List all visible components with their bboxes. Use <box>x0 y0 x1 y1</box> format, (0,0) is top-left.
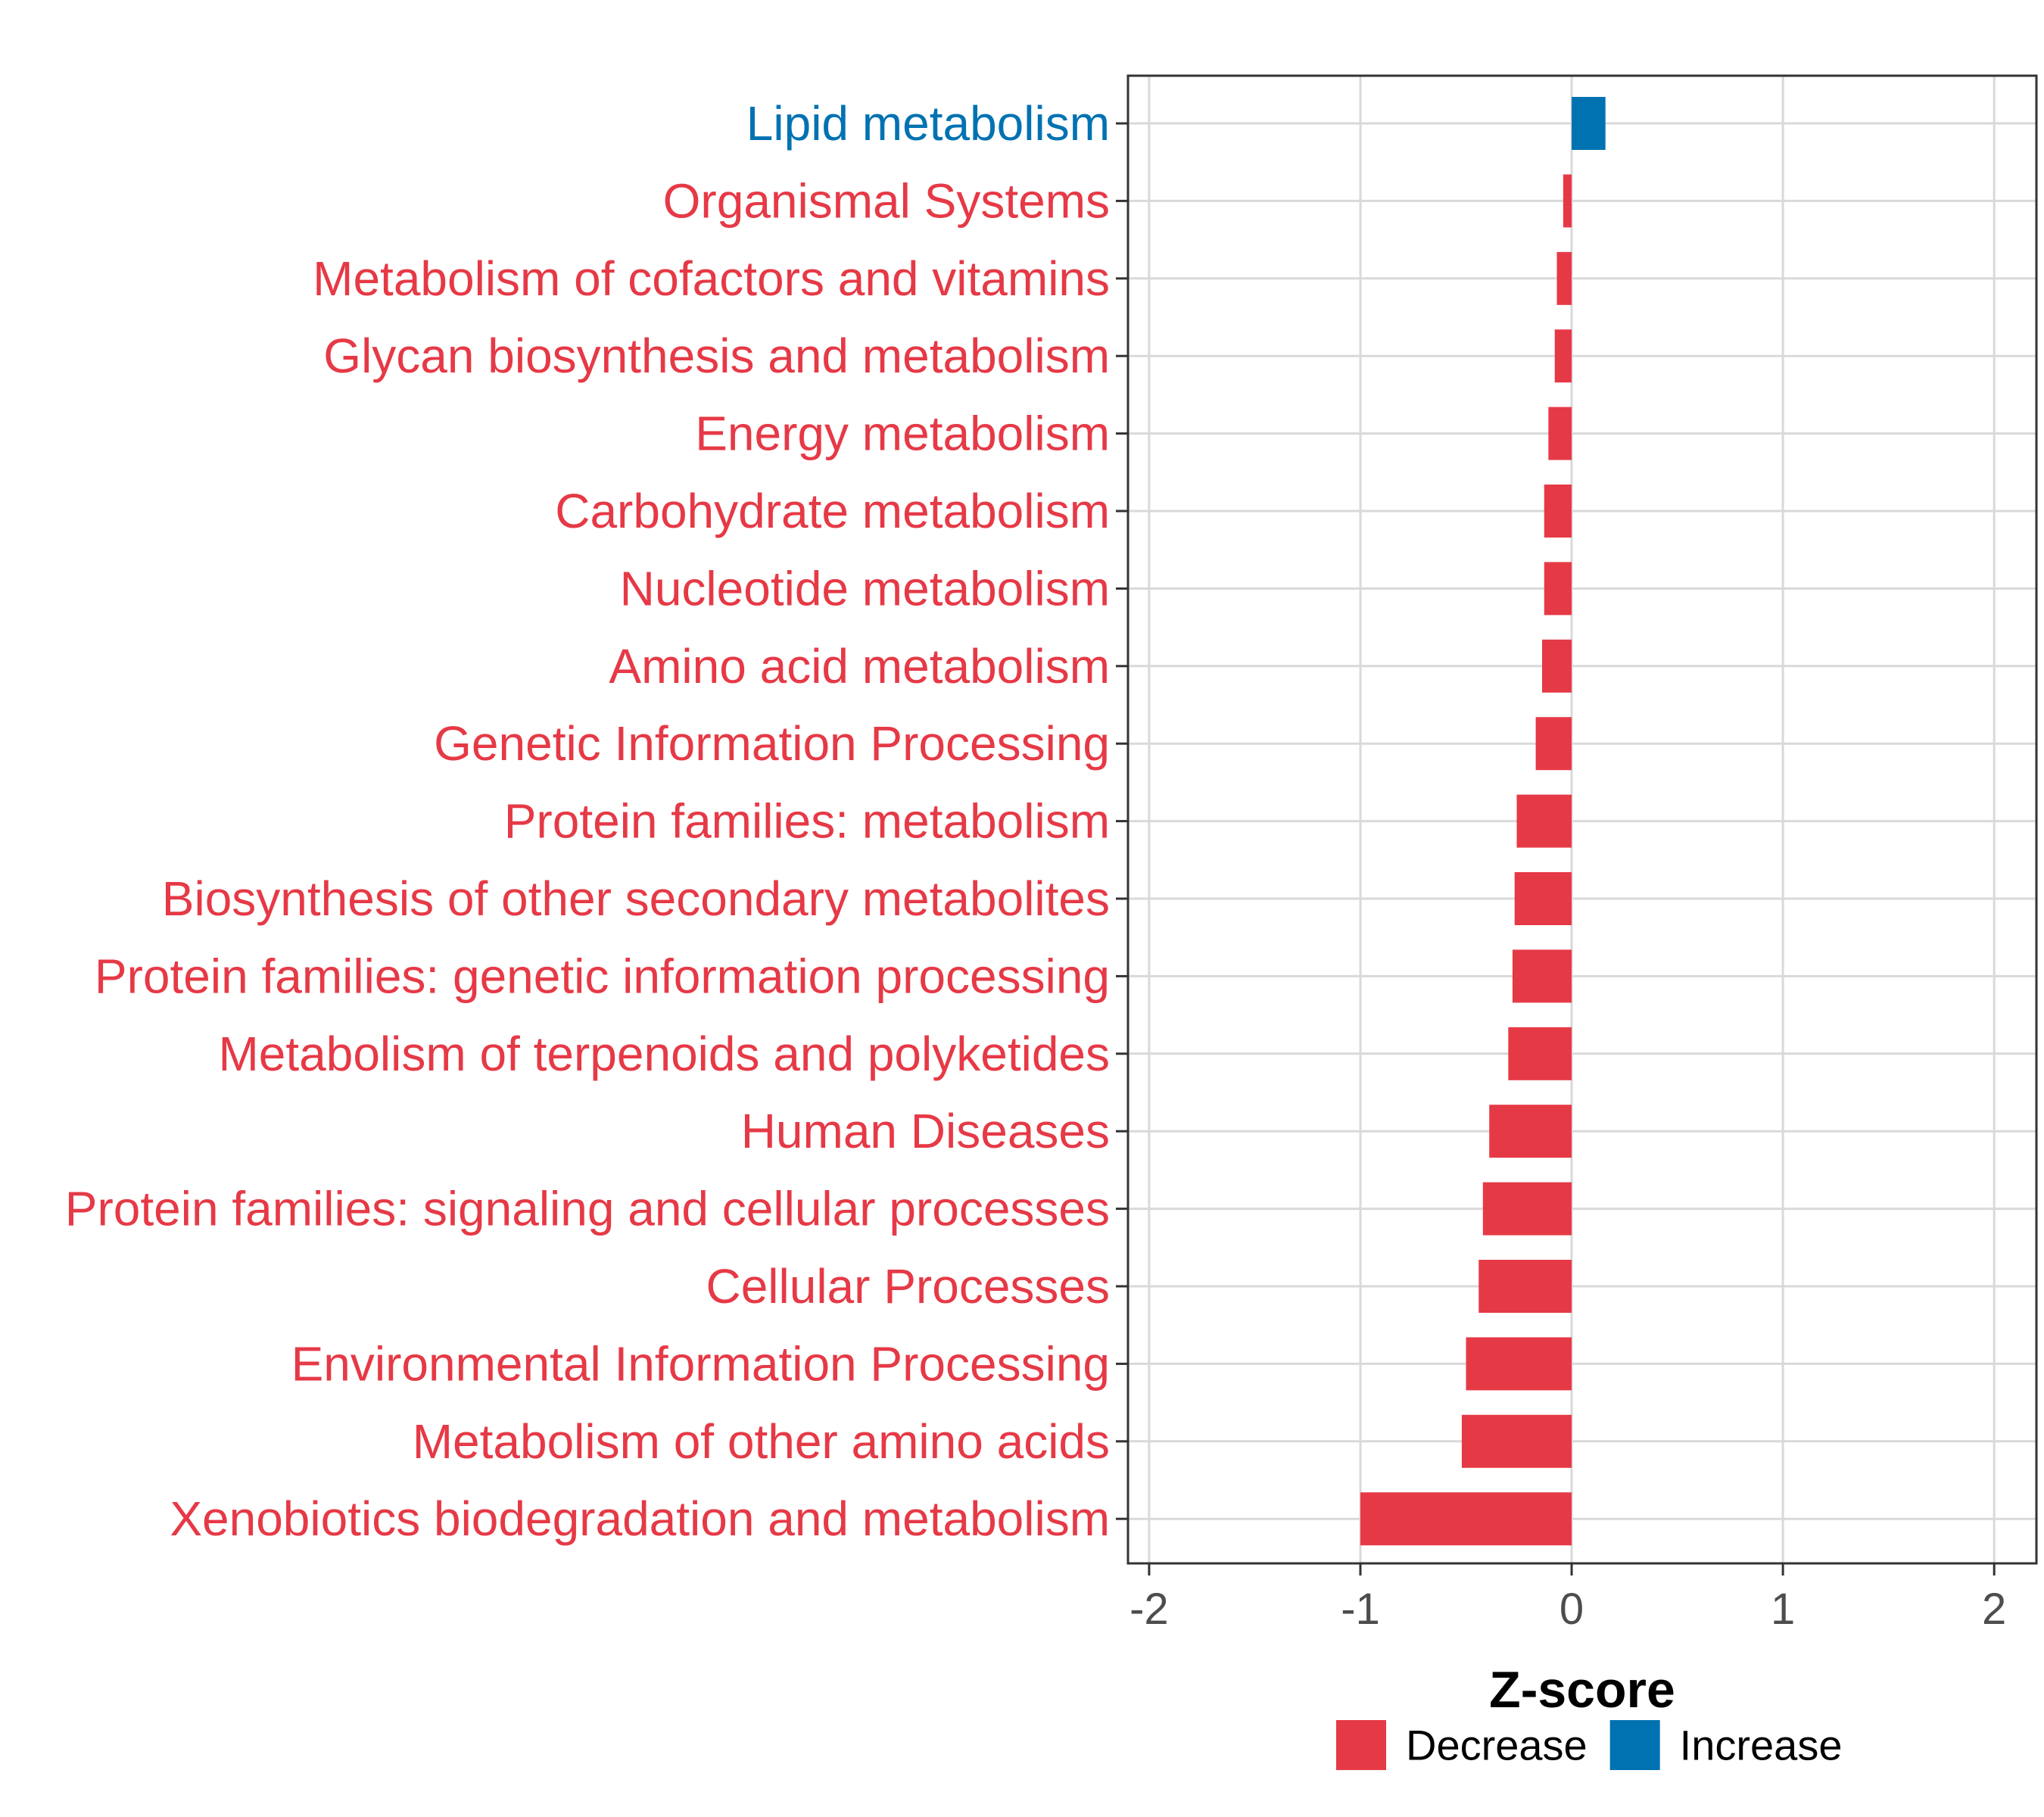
legend: Decrease Increase <box>1336 1720 1842 1770</box>
x-axis-title: Z-score <box>1489 1661 1675 1719</box>
x-tick-label: 0 <box>1559 1585 1584 1634</box>
bar-metabolism-of-other-amino-acids <box>1461 1414 1572 1468</box>
y-label-human-diseases: Human Diseases <box>741 1104 1110 1158</box>
y-axis-labels: Lipid metabolism Organismal Systems Metabo… <box>65 96 1110 1546</box>
x-tick-label: 1 <box>1771 1585 1795 1634</box>
bar-xenobiotics-biodegradation-and-metabolism <box>1360 1492 1572 1546</box>
bar-carbohydrate-metabolism <box>1544 485 1572 538</box>
y-label-nucleotide-metabolism: Nucleotide metabolism <box>620 561 1110 616</box>
y-label-amino-acid-metabolism: Amino acid metabolism <box>609 639 1110 693</box>
bar-cellular-processes <box>1478 1260 1572 1313</box>
y-label-protein-families-metabolism: Protein families: metabolism <box>504 794 1110 849</box>
y-axis-ticks <box>1116 122 1128 1520</box>
bar-metabolism-of-cofactors-and-vitamins <box>1556 251 1572 305</box>
x-tick-label: -1 <box>1341 1585 1380 1634</box>
y-label-environmental-information-processing: Environmental Information Processing <box>291 1336 1110 1391</box>
bar-human-diseases <box>1489 1105 1572 1158</box>
y-label-metabolism-of-terpenoids-and-polyketides: Metabolism of terpenoids and polyketides <box>218 1027 1110 1081</box>
x-tick-label: -2 <box>1129 1585 1169 1634</box>
plot-panel-border <box>1126 74 2038 1565</box>
bar-genetic-information-processing <box>1535 717 1572 771</box>
bar-environmental-information-processing <box>1466 1337 1572 1391</box>
y-label-organismal-systems: Organismal Systems <box>663 173 1110 228</box>
x-axis-labels: -2 -1 0 1 2 <box>1129 1585 2006 1634</box>
bar-metabolism-of-terpenoids-and-polyketides <box>1508 1027 1572 1080</box>
y-label-protein-families-signaling-and-cellular-processes: Protein families: signaling and cellular… <box>65 1182 1110 1236</box>
legend-label-decrease: Decrease <box>1406 1722 1588 1769</box>
bar-protein-families-signaling-and-cellular-processes <box>1482 1182 1572 1236</box>
legend-label-increase: Increase <box>1680 1722 1843 1769</box>
y-label-metabolism-of-other-amino-acids: Metabolism of other amino acids <box>413 1414 1110 1469</box>
bar-protein-families-metabolism <box>1516 794 1572 848</box>
y-label-protein-families-genetic-information-processing: Protein families: genetic information pr… <box>95 949 1110 1003</box>
bar-biosynthesis-of-other-secondary-metabolites <box>1514 872 1572 925</box>
legend-swatch-decrease <box>1336 1720 1386 1770</box>
bar-energy-metabolism <box>1548 407 1572 460</box>
bar-lipid-metabolism <box>1572 97 1606 150</box>
y-label-metabolism-of-cofactors-and-vitamins: Metabolism of cofactors and vitamins <box>313 251 1110 306</box>
bar-organismal-systems <box>1563 174 1572 228</box>
x-axis-ticks <box>1148 1563 1996 1575</box>
grid <box>1128 76 2036 1563</box>
legend-swatch-increase <box>1609 1720 1660 1770</box>
y-label-lipid-metabolism: Lipid metabolism <box>746 96 1110 151</box>
y-label-energy-metabolism: Energy metabolism <box>695 407 1110 461</box>
y-label-xenobiotics-biodegradation-and-metabolism: Xenobiotics biodegradation and metabolis… <box>170 1491 1110 1546</box>
y-label-carbohydrate-metabolism: Carbohydrate metabolism <box>555 484 1110 538</box>
y-label-biosynthesis-of-other-secondary-metabolites: Biosynthesis of other secondary metaboli… <box>162 871 1110 926</box>
y-label-glycan-biosynthesis-and-metabolism: Glycan biosynthesis and metabolism <box>323 329 1110 383</box>
bars <box>1360 97 1606 1546</box>
bar-protein-families-genetic-information-processing <box>1512 949 1572 1003</box>
bar-glycan-biosynthesis-and-metabolism <box>1554 329 1572 383</box>
y-label-cellular-processes: Cellular Processes <box>706 1259 1110 1314</box>
bar-amino-acid-metabolism <box>1541 639 1572 693</box>
x-tick-label: 2 <box>1982 1585 2006 1634</box>
y-label-genetic-information-processing: Genetic Information Processing <box>434 716 1110 771</box>
bar-nucleotide-metabolism <box>1544 562 1572 616</box>
